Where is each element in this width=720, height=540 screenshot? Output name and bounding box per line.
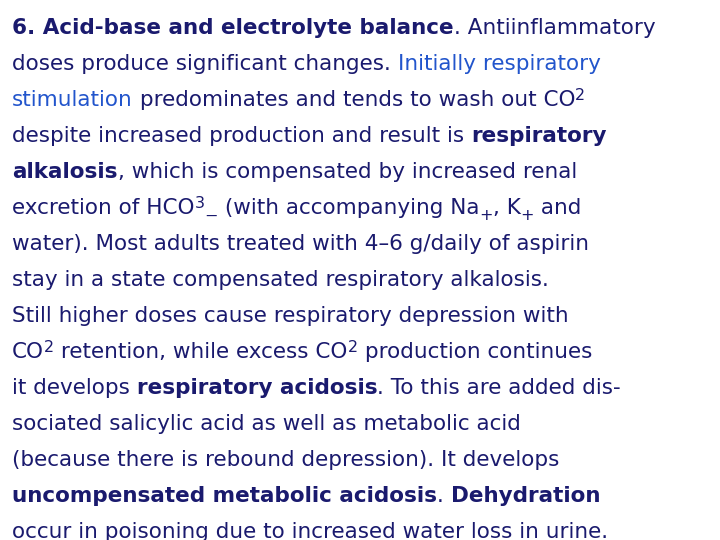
Text: . Antiinflammatory: . Antiinflammatory: [454, 17, 655, 37]
Text: it develops: it develops: [12, 377, 137, 397]
Text: .: .: [437, 485, 451, 505]
Text: uncompensated metabolic acidosis: uncompensated metabolic acidosis: [12, 485, 437, 505]
Text: predominates and tends to wash out CO: predominates and tends to wash out CO: [132, 90, 575, 110]
Text: retention, while excess CO: retention, while excess CO: [54, 341, 348, 361]
Text: excretion of HCO: excretion of HCO: [12, 198, 194, 218]
Text: production continues: production continues: [358, 341, 592, 361]
Text: Initially respiratory: Initially respiratory: [397, 53, 600, 73]
Text: respiratory: respiratory: [471, 125, 606, 145]
Text: +: +: [480, 208, 493, 224]
Text: 6. Acid-base and electrolyte balance: 6. Acid-base and electrolyte balance: [12, 17, 454, 37]
Text: occur in poisoning due to increased water loss in urine.: occur in poisoning due to increased wate…: [12, 522, 608, 540]
Text: . To this are added dis-: . To this are added dis-: [377, 377, 621, 397]
Text: , K: , K: [493, 198, 521, 218]
Text: respiratory acidosis: respiratory acidosis: [137, 377, 377, 397]
Text: sociated salicylic acid as well as metabolic acid: sociated salicylic acid as well as metab…: [12, 414, 521, 434]
Text: Dehydration: Dehydration: [451, 485, 600, 505]
Text: stay in a state compensated respiratory alkalosis.: stay in a state compensated respiratory …: [12, 269, 549, 289]
Text: CO: CO: [12, 341, 44, 361]
Text: 2: 2: [575, 89, 585, 104]
Text: +: +: [521, 208, 534, 224]
Text: , which is compensated by increased renal: , which is compensated by increased rena…: [117, 161, 577, 181]
Text: (with accompanying Na: (with accompanying Na: [218, 198, 480, 218]
Text: water). Most adults treated with 4–6 g/daily of aspirin: water). Most adults treated with 4–6 g/d…: [12, 233, 589, 253]
Text: Still higher doses cause respiratory depression with: Still higher doses cause respiratory dep…: [12, 306, 569, 326]
Text: and: and: [534, 198, 582, 218]
Text: stimulation: stimulation: [12, 90, 132, 110]
Text: 2: 2: [348, 341, 358, 355]
Text: −: −: [204, 208, 218, 224]
Text: 2: 2: [44, 341, 54, 355]
Text: (because there is rebound depression). It develops: (because there is rebound depression). I…: [12, 449, 559, 469]
Text: despite increased production and result is: despite increased production and result …: [12, 125, 471, 145]
Text: 3: 3: [194, 197, 204, 212]
Text: alkalosis: alkalosis: [12, 161, 117, 181]
Text: doses produce significant changes.: doses produce significant changes.: [12, 53, 397, 73]
